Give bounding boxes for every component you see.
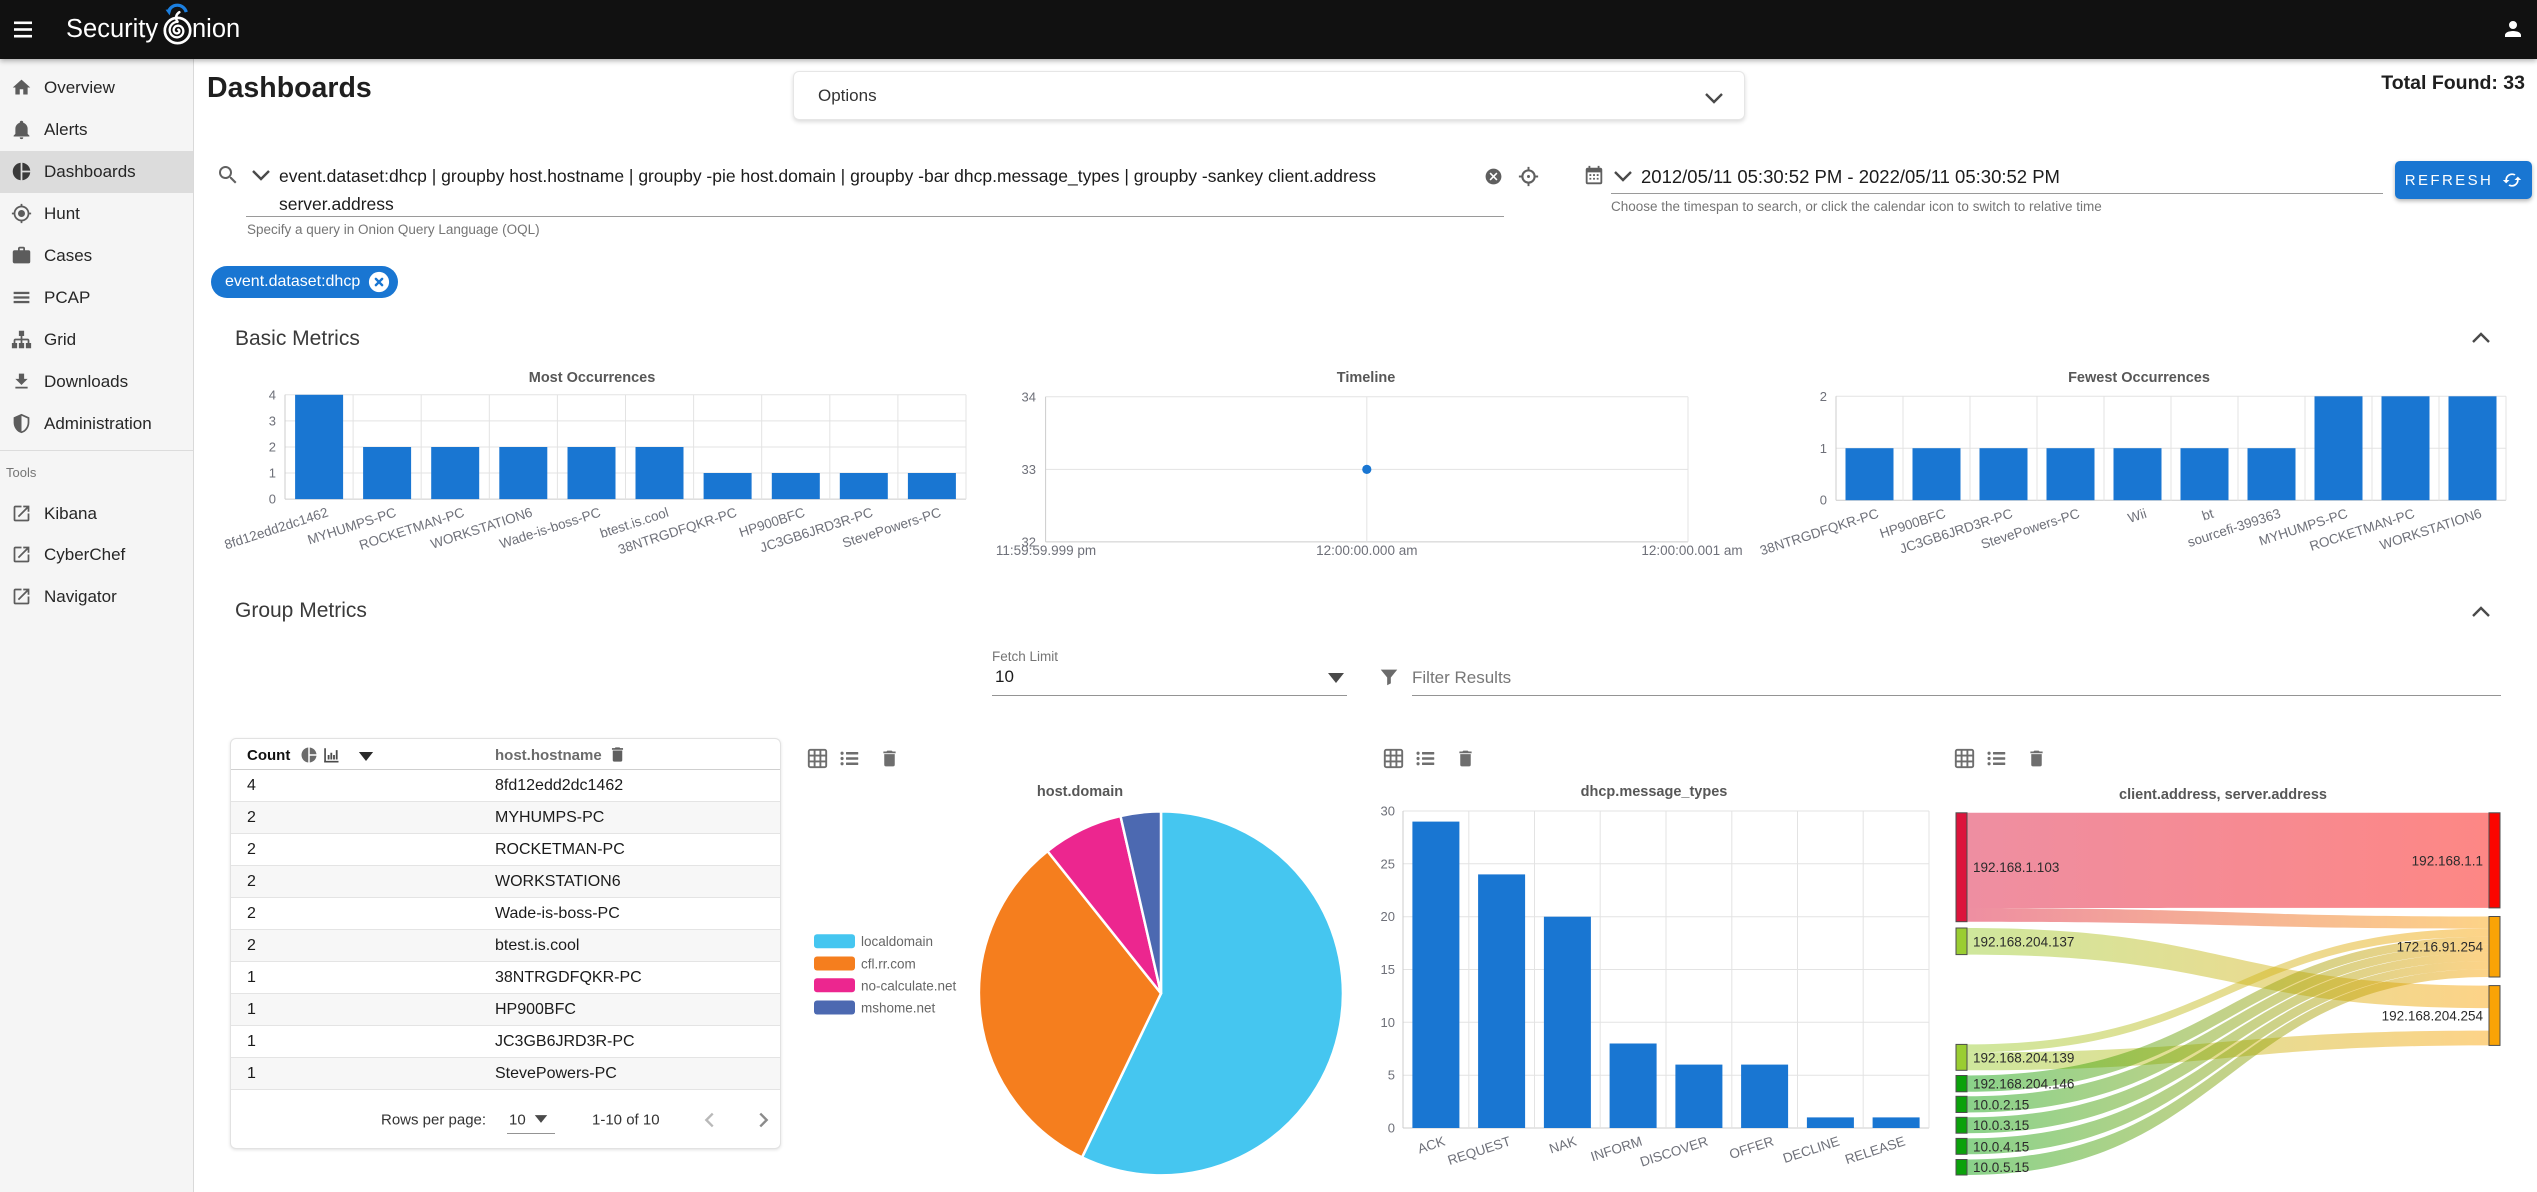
svg-text:10.0.5.15: 10.0.5.15 — [1973, 1160, 2029, 1175]
svg-text:2: 2 — [269, 440, 276, 455]
svg-text:REQUEST: REQUEST — [1446, 1134, 1513, 1168]
svg-text:3: 3 — [269, 413, 276, 428]
svg-text:34: 34 — [1022, 389, 1036, 404]
svg-text:host.domain: host.domain — [1037, 784, 1123, 800]
svg-text:ACK: ACK — [1416, 1134, 1447, 1157]
svg-text:33: 33 — [1022, 462, 1036, 477]
svg-text:DECLINE: DECLINE — [1781, 1134, 1841, 1166]
svg-text:38NTRGDFQKR-PC: 38NTRGDFQKR-PC — [616, 505, 739, 558]
svg-text:INFORM: INFORM — [1589, 1134, 1644, 1165]
svg-text:10.0.4.15: 10.0.4.15 — [1973, 1139, 2029, 1154]
svg-text:25: 25 — [1381, 856, 1395, 871]
svg-text:no-calculate.net: no-calculate.net — [861, 978, 957, 993]
svg-text:Wii: Wii — [2126, 506, 2148, 526]
svg-text:client.address, server.address: client.address, server.address — [2119, 787, 2327, 803]
svg-text:0: 0 — [1388, 1121, 1395, 1136]
svg-text:DISCOVER: DISCOVER — [1638, 1134, 1710, 1170]
svg-text:cfl.rr.com: cfl.rr.com — [861, 957, 916, 972]
svg-text:RELEASE: RELEASE — [1843, 1134, 1907, 1168]
svg-text:192.168.204.146: 192.168.204.146 — [1973, 1077, 2074, 1092]
svg-text:192.168.1.103: 192.168.1.103 — [1973, 860, 2059, 875]
svg-text:0: 0 — [269, 492, 276, 507]
svg-text:mshome.net: mshome.net — [861, 1001, 936, 1016]
svg-text:OFFER: OFFER — [1727, 1134, 1775, 1162]
svg-text:Fewest Occurrences: Fewest Occurrences — [2068, 370, 2210, 386]
svg-text:32: 32 — [1022, 534, 1036, 549]
svg-text:dhcp.message_types: dhcp.message_types — [1581, 784, 1728, 800]
svg-text:38NTRGDFQKR-PC: 38NTRGDFQKR-PC — [1758, 506, 1881, 559]
svg-text:Timeline: Timeline — [1337, 370, 1396, 386]
svg-text:12:00:00.001 am: 12:00:00.001 am — [1641, 543, 1742, 558]
svg-text:localdomain: localdomain — [861, 934, 933, 949]
svg-text:10.0.2.15: 10.0.2.15 — [1973, 1097, 2029, 1112]
svg-text:192.168.1.1: 192.168.1.1 — [2412, 853, 2483, 868]
svg-text:5: 5 — [1388, 1068, 1395, 1083]
svg-text:bt: bt — [2200, 506, 2216, 524]
svg-text:192.168.204.139: 192.168.204.139 — [1973, 1050, 2074, 1065]
svg-text:10: 10 — [1381, 1015, 1395, 1030]
svg-text:30: 30 — [1381, 804, 1395, 819]
svg-text:Most Occurrences: Most Occurrences — [529, 370, 656, 386]
svg-text:1: 1 — [269, 466, 276, 481]
svg-text:192.168.204.137: 192.168.204.137 — [1973, 934, 2074, 949]
svg-text:172.16.91.254: 172.16.91.254 — [2397, 940, 2484, 955]
svg-text:20: 20 — [1381, 909, 1395, 924]
svg-text:10.0.3.15: 10.0.3.15 — [1973, 1118, 2029, 1133]
svg-text:11:59:59.999 pm: 11:59:59.999 pm — [996, 543, 1096, 558]
svg-text:15: 15 — [1381, 962, 1395, 977]
svg-text:0: 0 — [1820, 493, 1827, 508]
svg-text:12:00:00.000 am: 12:00:00.000 am — [1316, 543, 1417, 558]
svg-text:2: 2 — [1820, 389, 1827, 404]
svg-text:4: 4 — [269, 387, 276, 402]
svg-text:NAK: NAK — [1547, 1134, 1578, 1157]
svg-text:192.168.204.254: 192.168.204.254 — [2382, 1009, 2484, 1024]
svg-text:1: 1 — [1820, 441, 1827, 456]
